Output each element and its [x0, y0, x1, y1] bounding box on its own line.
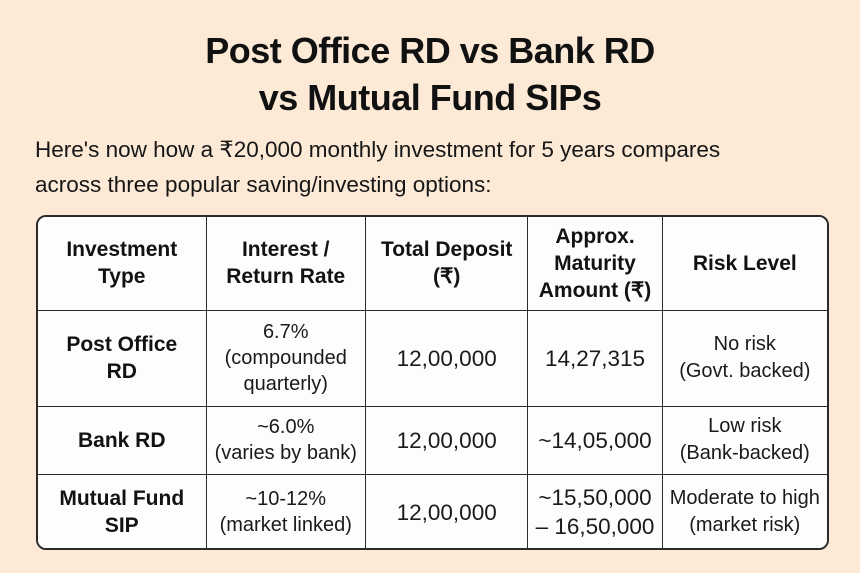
table-row-mutual-fund-sip: Mutual Fund SIP ~10-12% (market linked) …: [38, 473, 827, 548]
table-header-row: Investment Type Interest / Return Rate T…: [38, 217, 827, 311]
cell-risk-level: No risk (Govt. backed): [661, 309, 827, 407]
cell-interest-rate: ~6.0% (varies by bank): [205, 405, 366, 475]
cell-investment-type: Post Office RD: [38, 309, 207, 407]
page-title: Post Office RD vs Bank RD vs Mutual Fund…: [205, 30, 655, 118]
column-header-investment-type: Investment Type: [38, 217, 207, 311]
column-header-maturity-amount: Approx. Maturity Amount (₹): [527, 217, 663, 311]
cell-interest-rate: ~10-12% (market linked): [205, 473, 366, 548]
column-header-interest-return-rate: Interest / Return Rate: [205, 217, 366, 311]
comparison-table: Investment Type Interest / Return Rate T…: [36, 215, 829, 550]
cell-maturity-amount: ~14,05,000: [527, 405, 663, 475]
cell-maturity-amount: 14,27,315: [527, 309, 663, 407]
cell-investment-type: Bank RD: [38, 405, 207, 475]
column-header-risk-level: Risk Level: [661, 217, 827, 311]
cell-total-deposit: 12,00,000: [364, 473, 529, 548]
cell-investment-type: Mutual Fund SIP: [38, 473, 207, 548]
cell-maturity-amount: ~15,50,000 – 16,50,000: [527, 473, 663, 548]
table-row-bank-rd: Bank RD ~6.0% (varies by bank) 12,00,000…: [38, 405, 827, 475]
comparison-table-grid: Investment Type Interest / Return Rate T…: [38, 217, 827, 548]
cell-risk-level: Moderate to high (market risk): [661, 473, 827, 548]
column-header-total-deposit: Total Deposit (₹): [364, 217, 529, 311]
cell-total-deposit: 12,00,000: [364, 405, 529, 475]
page-subtitle: Here's now how a ₹20,000 monthly investm…: [35, 137, 721, 197]
cell-risk-level: Low risk (Bank-backed): [661, 405, 827, 475]
cell-total-deposit: 12,00,000: [364, 309, 529, 407]
table-row-post-office-rd: Post Office RD 6.7% (compounded quarterl…: [38, 309, 827, 407]
cell-interest-rate: 6.7% (compounded quarterly): [205, 309, 366, 407]
